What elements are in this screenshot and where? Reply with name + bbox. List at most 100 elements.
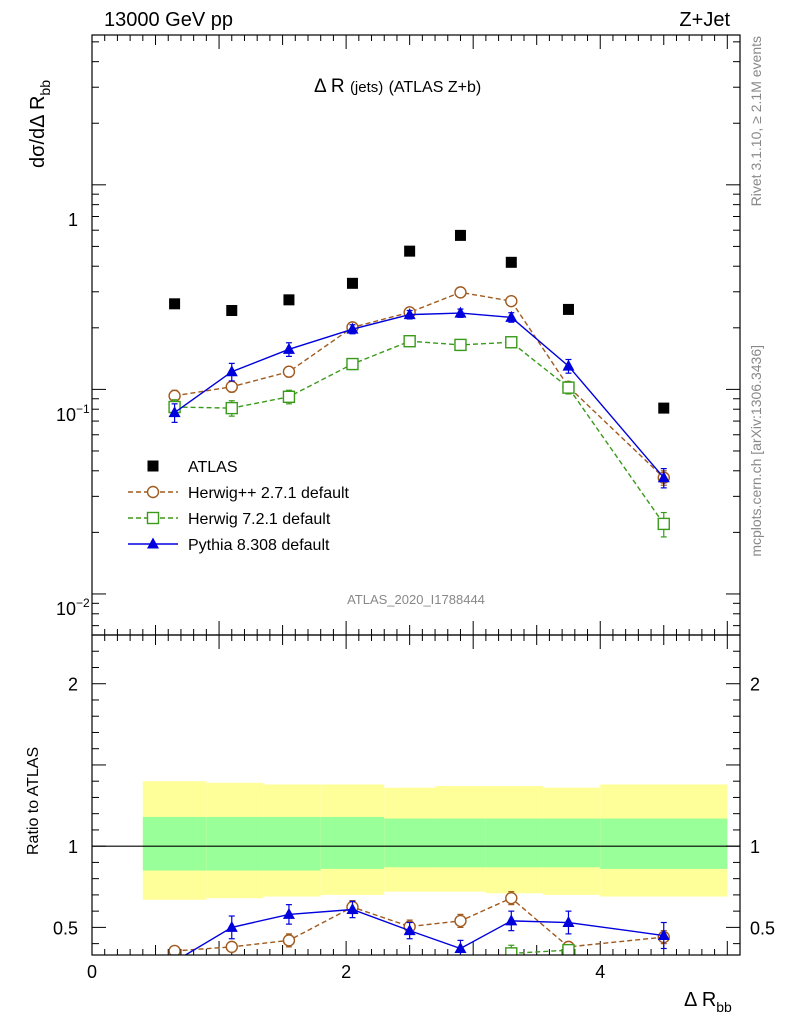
ratio-band-green	[206, 816, 264, 871]
main-point-atlas	[562, 303, 574, 315]
ratio-point-herwig-2-7-1-default	[454, 914, 467, 928]
main-point-atlas	[226, 305, 238, 317]
main-point-atlas	[283, 294, 295, 306]
ratio-ylabel: Ratio to ATLAS	[25, 747, 42, 855]
main-point-herwig-7-2-1-default	[282, 390, 296, 403]
main-point-atlas	[169, 298, 181, 310]
main-point-herwig-7-2-1-default	[562, 381, 575, 394]
plot-title: Δ R (jets) (ATLAS Z+b)	[314, 76, 481, 97]
main-point-herwig-7-2-1-default	[505, 336, 518, 349]
title-sub: (jets)	[350, 79, 383, 96]
main-point-pythia-8-308-default	[505, 310, 518, 322]
main-point-atlas	[454, 229, 466, 241]
ratio-band-green	[600, 818, 728, 869]
main-point-pythia-8-308-default	[454, 306, 467, 318]
main-point-herwig-7-2-1-default	[454, 338, 467, 352]
legend-item-atlas: ATLAS	[147, 459, 238, 476]
main-series-herwig-7-2-1-default	[168, 335, 670, 538]
main-point-herwig-2-7-1-default	[282, 365, 296, 378]
svg-text:dσ/dΔ Rbb: dσ/dΔ Rbb	[27, 80, 53, 168]
main-point-pythia-8-308-default	[168, 406, 181, 418]
ratio-point-pythia-8-308-default	[225, 920, 238, 932]
main-ytick-label-0.1: 10−1	[56, 402, 90, 425]
analysis-watermark: ATLAS_2020_I1788444	[347, 592, 485, 607]
ratio-ytick-label-left: 1	[68, 837, 78, 857]
legend-item-herwig-2-7-1-default: Herwig++ 2.7.1 default	[128, 485, 350, 502]
main-point-herwig-2-7-1-default	[225, 380, 238, 393]
ratio-ytick-label-right: 1	[750, 837, 760, 857]
ratio-ytick-label-right: 2	[750, 675, 760, 695]
main-point-pythia-8-308-default	[282, 342, 295, 354]
legend-marker	[146, 485, 160, 499]
main-point-herwig-7-2-1-default	[225, 401, 238, 415]
ratio-band-green	[485, 818, 544, 868]
ratio-series-herwig-7-2-1-default	[505, 943, 575, 955]
main-ytick-exp-0.1: −1	[76, 402, 90, 416]
x-axis-label-sub: bb	[716, 999, 732, 1015]
ratio-point-herwig-2-7-1-default	[282, 934, 296, 947]
main-point-atlas	[346, 277, 358, 289]
main-ylabel-text: dσ/dΔ R	[27, 96, 49, 168]
ratio-point-pythia-8-308-default	[403, 924, 416, 936]
xtick-label: 0	[87, 962, 97, 982]
ratio-band-green	[435, 818, 486, 868]
ratio-line-pythia-8-308-default	[184, 908, 664, 955]
ratio-line-herwig-2-7-1-default	[174, 897, 664, 952]
main-point-pythia-8-308-default	[562, 359, 575, 371]
ratio-ytick-label-left: 0.5	[53, 918, 78, 938]
ratio-point-pythia-8-308-default	[562, 916, 575, 928]
main-point-pythia-8-308-default	[403, 308, 416, 320]
main-point-atlas	[658, 402, 670, 414]
ratio-frame	[91, 634, 741, 956]
xtick-label: 2	[341, 962, 351, 982]
legend-label: ATLAS	[188, 459, 238, 476]
main-point-herwig-2-7-1-default	[505, 294, 518, 308]
main-ytick-base-0.01: 10	[56, 599, 76, 619]
main-point-atlas	[505, 256, 517, 268]
main-point-herwig-2-7-1-default	[454, 286, 467, 299]
ratio-band-green	[543, 818, 601, 868]
process-label: Z+Jet	[679, 9, 730, 31]
ratio-band-green	[142, 816, 207, 871]
ratio-band-green	[263, 816, 321, 871]
legend-marker	[147, 537, 159, 549]
ratio-band-green	[384, 818, 436, 868]
main-ytick-exp-0.01: −2	[76, 596, 90, 610]
main-series-atlas	[169, 229, 670, 414]
main-point-atlas	[404, 245, 416, 257]
main-series-pythia-8-308-default	[168, 306, 670, 489]
mcplots-label: mcplots.cern.ch [arXiv:1306.3436]	[748, 345, 764, 557]
xtick-label: 4	[595, 962, 605, 982]
legend-label: Pythia 8.308 default	[188, 537, 330, 554]
ratio-point-herwig-7-2-1-default	[562, 943, 575, 955]
main-ylabel-sub: bb	[37, 80, 53, 96]
main-point-pythia-8-308-default	[346, 322, 359, 334]
main-point-pythia-8-308-default	[657, 471, 670, 483]
ratio-point-pythia-8-308-default	[174, 954, 175, 955]
main-ytick-label-1: 1	[68, 210, 78, 230]
ratio-ytick-label-right: 0.5	[750, 918, 775, 938]
ratio-point-pythia-8-308-default	[505, 914, 518, 926]
main-line-herwig-2-7-1-default	[174, 291, 665, 479]
ratio-band-green	[320, 816, 385, 869]
legend-marker	[147, 460, 159, 472]
main-ytick-label-0.01: 10−2	[56, 596, 90, 619]
main-point-pythia-8-308-default	[225, 365, 238, 377]
ratio-point-herwig-2-7-1-default	[225, 940, 238, 954]
title-tail: (ATLAS Z+b)	[389, 79, 482, 96]
ratio-point-herwig-2-7-1-default	[505, 891, 518, 905]
main-ylabel: dσ/dΔ Rbb	[27, 80, 53, 168]
ratio-line-herwig-7-2-1-default	[511, 949, 569, 955]
legend-item-herwig-7-2-1-default: Herwig 7.2.1 default	[128, 511, 331, 528]
ratio-point-pythia-8-308-default	[282, 907, 295, 919]
main-point-herwig-7-2-1-default	[346, 357, 359, 371]
x-axis-label: Δ Rbb	[684, 989, 732, 1015]
ratio-point-pythia-8-308-default	[657, 929, 670, 941]
main-ytick-base-0.1: 10	[56, 405, 76, 425]
ratio-point-herwig-2-7-1-default	[168, 944, 181, 955]
main-series-herwig-2-7-1-default	[168, 286, 670, 486]
energy-label: 13000 GeV pp	[104, 9, 233, 31]
title-main: Δ R	[314, 76, 345, 97]
ratio-point-herwig-7-2-1-default	[505, 947, 518, 955]
